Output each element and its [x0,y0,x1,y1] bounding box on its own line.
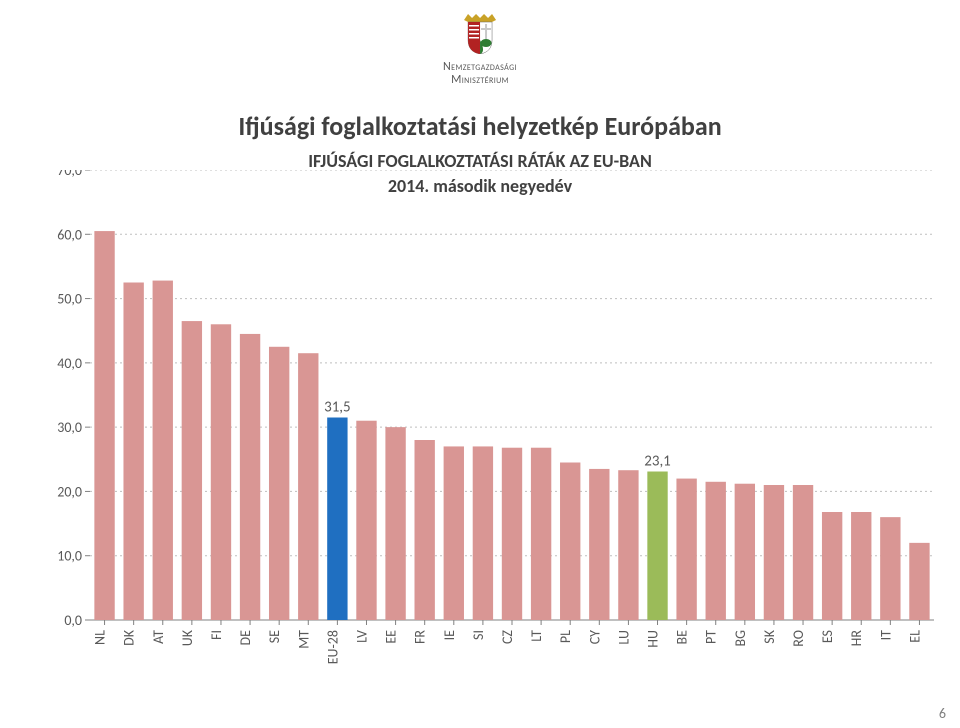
bar-value-label: 23,1 [644,453,671,471]
bar [822,512,842,620]
x-tick-label: IE [441,630,458,641]
bar [851,512,871,620]
bar [211,324,231,620]
bar [356,421,376,620]
x-tick-label: MT [295,630,312,649]
bar [385,427,405,620]
x-tick-label: RO [790,630,807,647]
x-tick-label: IT [877,630,894,641]
x-tick-label: HU [645,630,662,648]
bar [240,334,260,620]
bar [182,321,202,620]
bar [473,446,493,620]
x-tick-label: UK [179,629,196,646]
x-tick-label: PT [703,630,720,644]
x-tick-label: DE [237,630,254,646]
y-tick-label: 70,0 [57,170,82,179]
page-number: 6 [939,705,946,722]
x-tick-label: SI [470,630,487,640]
x-tick-label: AT [150,630,167,644]
bar [676,479,696,620]
x-tick-label: BG [732,630,749,647]
bar-chart: 0,0 10,0 20,0 30,0 40,0 50,0 60,0 70,0 NL DK AT UK F… [40,170,940,690]
bar-value-label: 31,5 [324,399,351,417]
x-tick-label: EL [906,630,923,643]
bar [764,485,784,620]
x-tick-label: LV [353,630,370,643]
y-tick-label: 30,0 [57,419,82,436]
x-tick-label: SE [266,630,283,643]
ministry-name: Nemzetgazdasági Minisztérium [443,61,517,86]
bar [298,353,318,620]
y-tick-label: 20,0 [57,483,82,500]
slide-title: Ifjúsági foglalkoztatási helyzetkép Euró… [0,110,960,142]
bar [560,463,580,621]
x-tick-label: LU [615,630,632,645]
ministry-line1: Nemzetgazdasági [443,61,517,74]
chart-subtitle: IFJÚSÁGI FOGLALKOZTATÁSI RÁTÁK AZ EU-BAN [0,150,960,172]
x-tick-label: FR [412,630,429,644]
y-tick-label: 50,0 [57,291,82,308]
bar [618,470,638,620]
bar [444,446,464,620]
y-tick-label: 40,0 [57,355,82,372]
x-tick-label: NL [92,630,109,645]
x-tick-label: CZ [499,630,516,644]
bar [269,347,289,620]
x-tick-label: LT [528,630,545,642]
bar [415,440,435,620]
bar [706,482,726,620]
bar [502,448,522,620]
bar [153,281,173,620]
ministry-logo: Nemzetgazdasági Minisztérium [443,10,517,86]
bar [123,283,143,621]
x-tick-label: EU-28 [324,630,341,664]
bar [793,485,813,620]
x-tick-label: EE [383,630,400,644]
bar [531,448,551,620]
bar [880,517,900,620]
x-tick-label: FI [208,630,225,640]
bar [909,543,929,620]
x-tick-label: BE [674,630,691,645]
coat-of-arms-icon [460,10,500,54]
y-tick-label: 10,0 [57,548,82,565]
x-tick-label: ES [819,630,836,643]
x-tick-label: PL [557,630,574,643]
x-tick-label: HR [848,630,865,647]
bar [647,472,667,621]
x-tick-label: CY [586,630,603,644]
y-tick-label: 60,0 [57,226,82,243]
bar [735,484,755,620]
bar [94,231,114,620]
x-tick-label: SK [761,629,778,643]
bar [327,418,347,621]
bar [589,469,609,620]
x-tick-label: DK [121,629,138,646]
ministry-line2: Minisztérium [443,74,517,87]
y-tick-label: 0,0 [64,612,82,629]
